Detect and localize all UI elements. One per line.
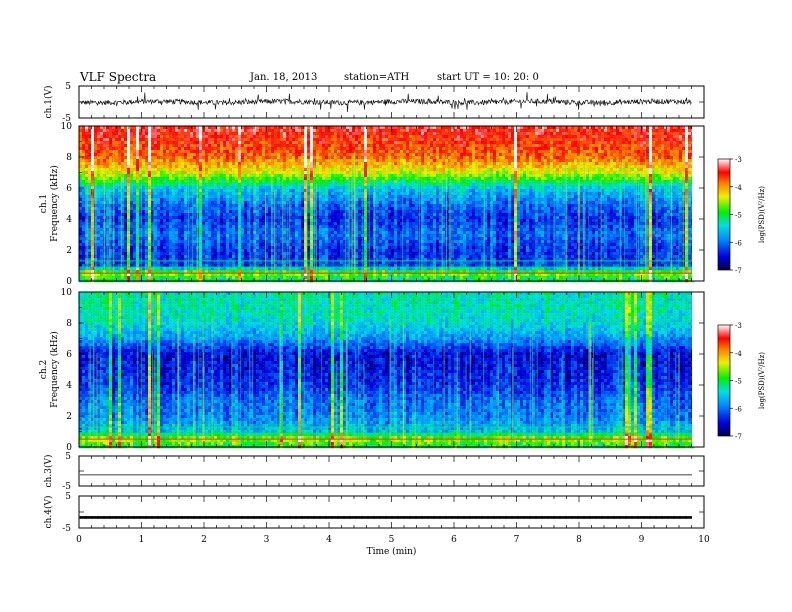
ch1-trace — [79, 92, 692, 113]
ch1-ytick: -5 — [62, 114, 71, 124]
figure-title: VLF Spectra — [80, 70, 156, 84]
ch1-xticks — [78, 86, 705, 118]
ch1-ylabel: ch.1(V) — [43, 86, 54, 119]
station-label: station=ATH — [344, 72, 409, 83]
spec1-cells — [79, 126, 695, 283]
start-ut-label: start UT = 10: 20: 0 — [437, 72, 539, 83]
ch1-ytick: 5 — [65, 82, 71, 92]
date-label: Jan. 18, 2013 — [250, 72, 317, 83]
